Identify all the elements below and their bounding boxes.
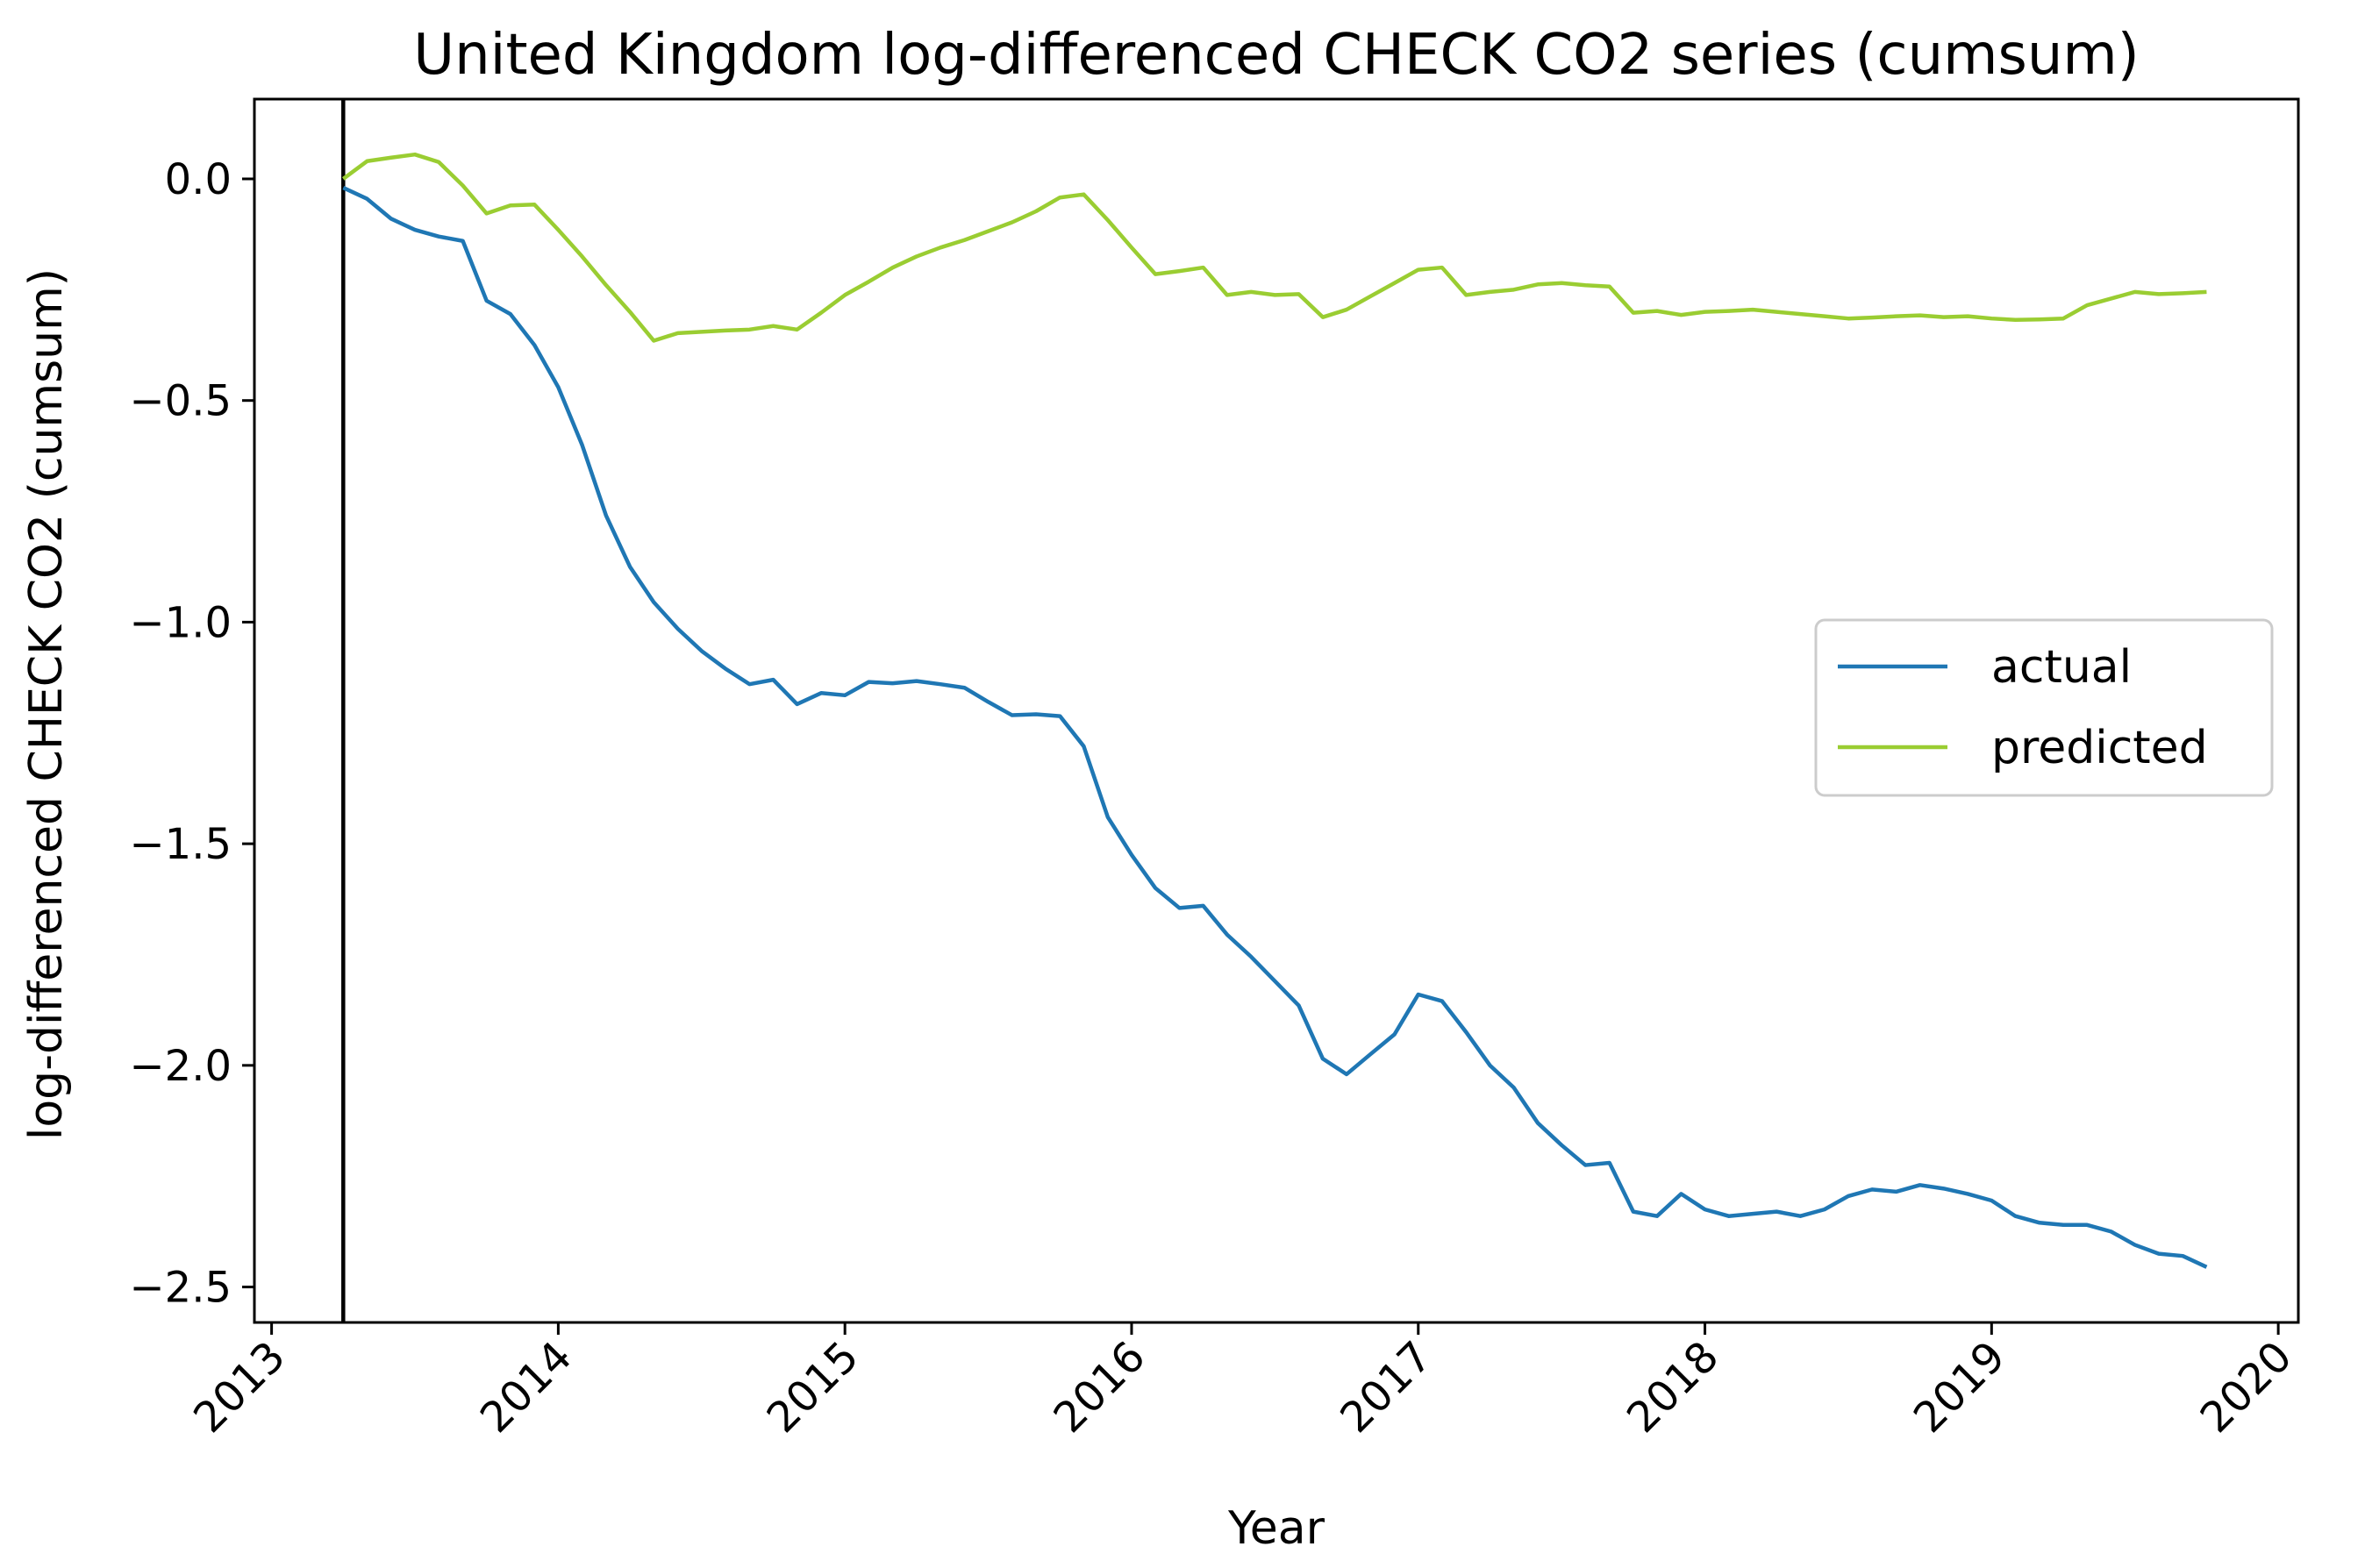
y-axis: 0.0 −0.5 −1.0 −1.5 −2.0 −2.5 bbox=[129, 155, 254, 1313]
x-tick-label: 2018 bbox=[1618, 1332, 1728, 1443]
x-tick-label: 2014 bbox=[471, 1332, 582, 1443]
x-tick-label: 2016 bbox=[1044, 1332, 1154, 1443]
y-tick-label: −1.5 bbox=[129, 820, 232, 869]
series-layer bbox=[341, 152, 2208, 1269]
x-axis-label: Year bbox=[1227, 1502, 1325, 1555]
y-tick-label: −1.0 bbox=[129, 598, 232, 647]
y-tick-label: −0.5 bbox=[129, 377, 232, 426]
x-tick-label: 2019 bbox=[1904, 1332, 2015, 1443]
x-tick-label: 2017 bbox=[1331, 1332, 1441, 1443]
chart-title: United Kingdom log-differenced CHECK CO2… bbox=[413, 23, 2139, 88]
series-line-actual bbox=[342, 186, 2208, 1269]
legend: actual predicted bbox=[1814, 618, 2274, 797]
x-tick-label: 2013 bbox=[184, 1332, 295, 1443]
series-line-predicted bbox=[341, 152, 2207, 343]
y-tick-label: 0.0 bbox=[165, 155, 232, 204]
legend-box bbox=[1814, 618, 2274, 797]
x-axis: 2013 2014 2015 2016 2017 2018 2019 2020 bbox=[184, 1322, 2302, 1443]
y-axis-label: log-differenced CHECK CO2 (cumsum) bbox=[20, 268, 73, 1140]
x-tick-label: 2020 bbox=[2191, 1332, 2302, 1443]
legend-label-actual: actual bbox=[1991, 641, 2132, 694]
y-tick-label: −2.0 bbox=[129, 1042, 232, 1091]
legend-label-predicted: predicted bbox=[1991, 722, 2208, 774]
plot-frame bbox=[253, 97, 2300, 1324]
y-tick-label: −2.5 bbox=[129, 1264, 232, 1313]
x-tick-label: 2015 bbox=[758, 1332, 868, 1443]
